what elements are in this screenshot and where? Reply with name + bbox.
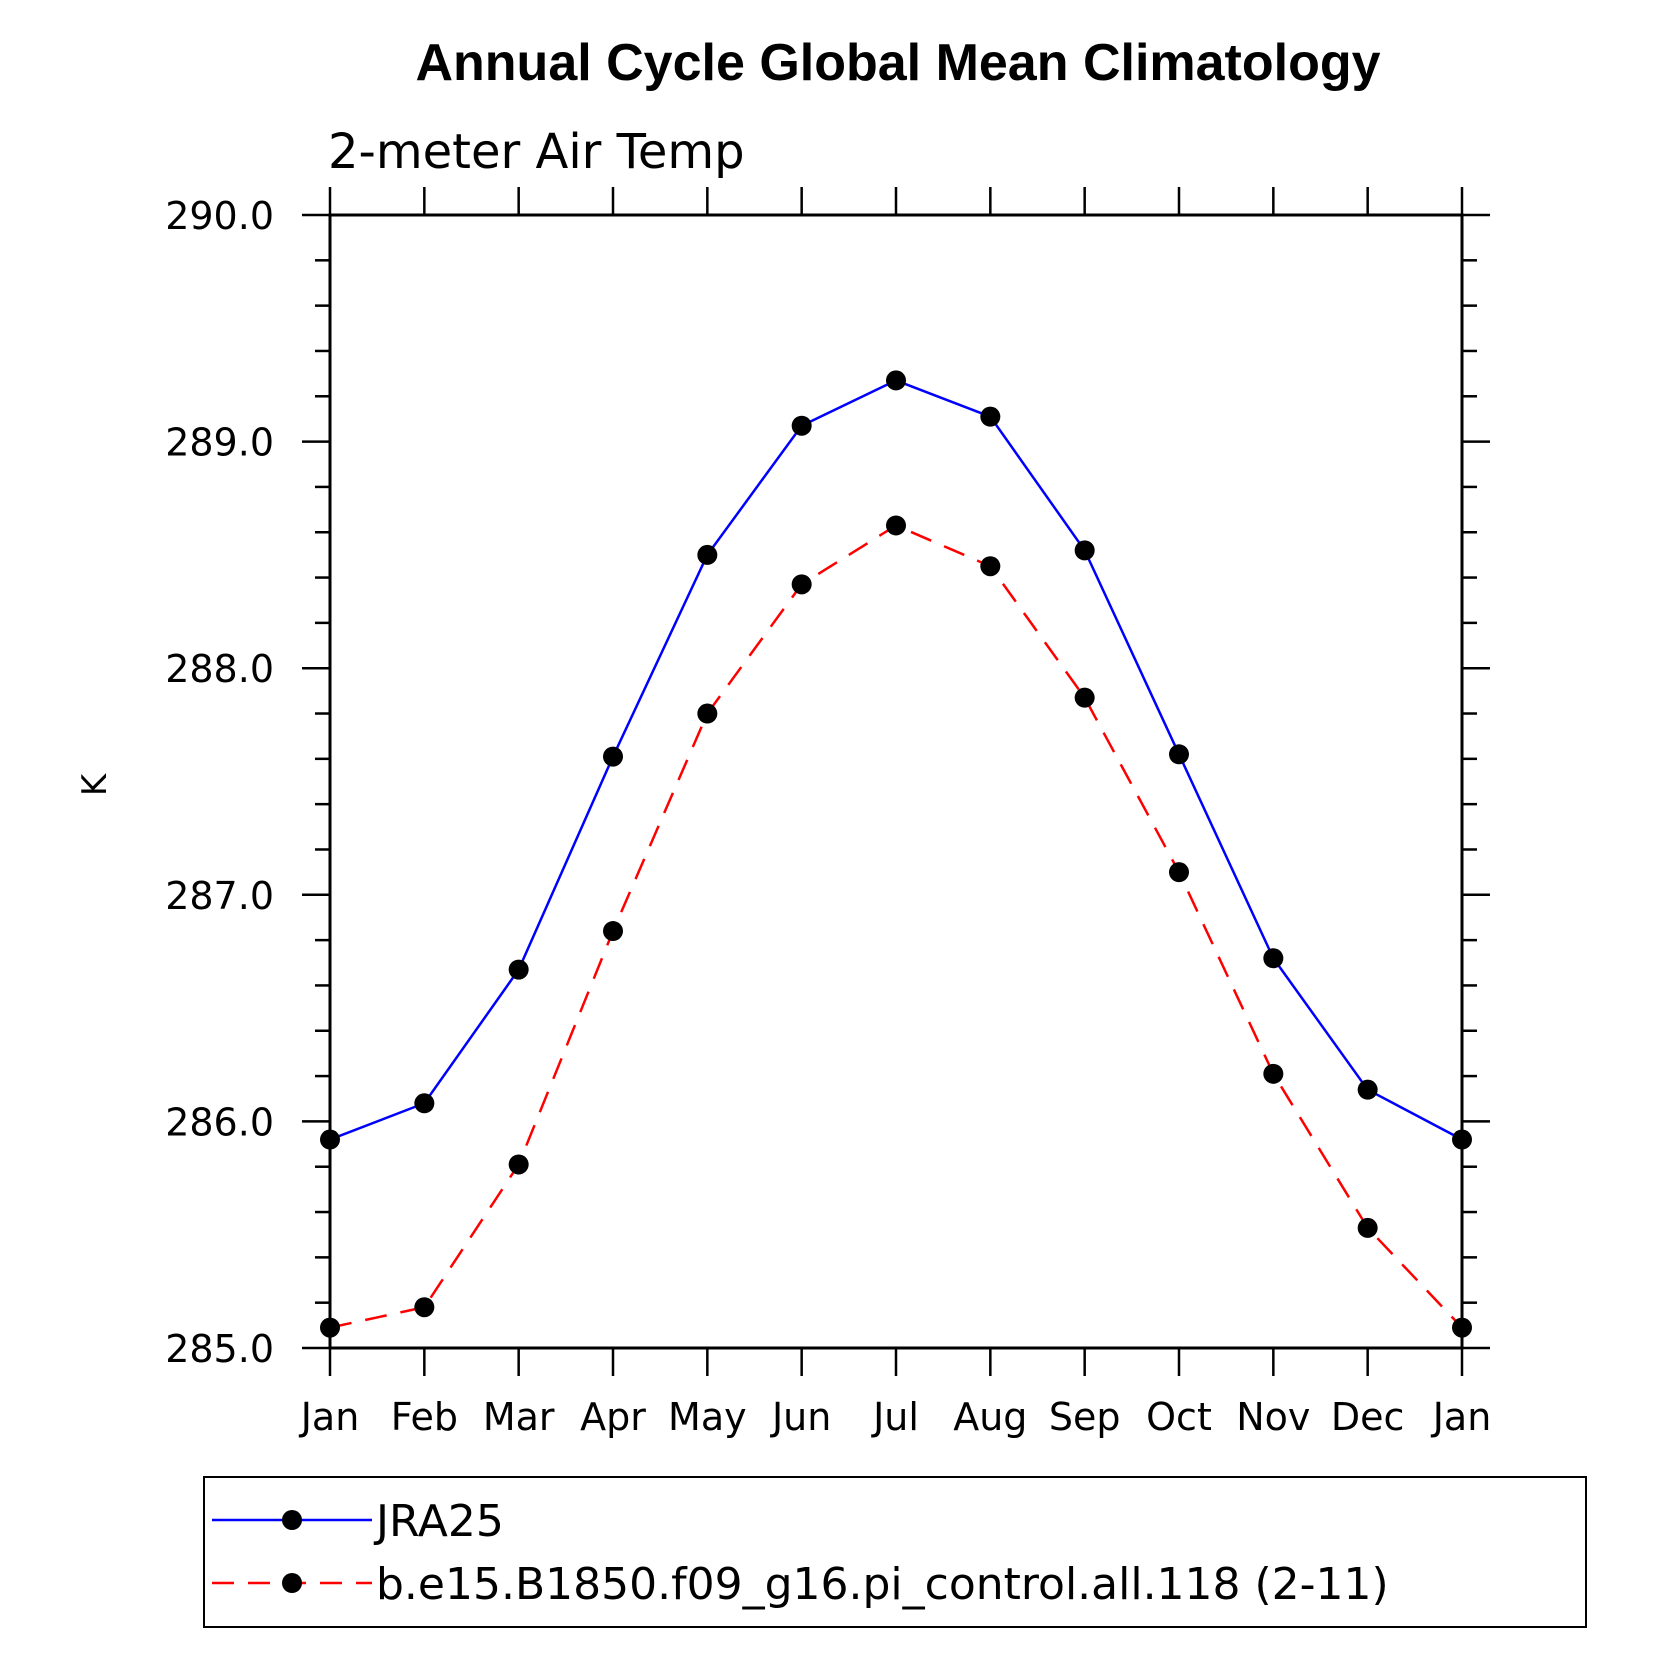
data-point bbox=[414, 1297, 435, 1318]
x-tick-label: Oct bbox=[1146, 1395, 1212, 1439]
data-point bbox=[1169, 862, 1189, 883]
series-line bbox=[329, 524, 1463, 1329]
x-tick-label: Jan bbox=[1431, 1395, 1492, 1439]
data-point bbox=[980, 406, 1001, 427]
x-tick-label: Feb bbox=[391, 1395, 458, 1439]
data-point bbox=[1263, 1063, 1284, 1084]
x-axis-ticks: Jan Feb Mar Apr May Jun Jul Aug Sep Oct Nov Dec Jan bbox=[299, 187, 1492, 1439]
data-point bbox=[1263, 948, 1284, 969]
y-axis-label: K bbox=[75, 772, 115, 796]
legend-marker bbox=[282, 1510, 302, 1530]
x-tick-label: Aug bbox=[953, 1395, 1027, 1439]
data-point bbox=[508, 959, 529, 980]
data-point bbox=[791, 574, 812, 595]
data-point bbox=[320, 1129, 340, 1150]
x-tick-label: Jun bbox=[770, 1395, 831, 1439]
x-tick-label: Nov bbox=[1236, 1395, 1310, 1439]
legend-label: b.e15.B1850.f09_g16.pi_control.all.118 (… bbox=[376, 1559, 1389, 1610]
x-tick-label: Jul bbox=[871, 1395, 919, 1439]
data-point bbox=[1357, 1217, 1378, 1238]
data-point bbox=[508, 1154, 529, 1175]
data-point bbox=[320, 1317, 340, 1338]
legend-label: JRA25 bbox=[373, 1496, 504, 1547]
series-1 bbox=[320, 370, 1472, 1150]
data-point bbox=[603, 746, 623, 767]
series-2 bbox=[320, 515, 1472, 1338]
x-tick-label: Mar bbox=[483, 1395, 555, 1439]
data-point bbox=[886, 515, 906, 536]
data-point bbox=[1357, 1079, 1378, 1100]
series-layer bbox=[320, 370, 1472, 1338]
data-point bbox=[1169, 744, 1189, 765]
x-tick-label: Sep bbox=[1049, 1395, 1121, 1439]
y-tick-label: 287.0 bbox=[165, 874, 274, 918]
data-point bbox=[1452, 1317, 1472, 1338]
data-point bbox=[697, 544, 718, 565]
y-tick-label: 290.0 bbox=[165, 194, 274, 238]
legend-marker bbox=[282, 1573, 302, 1593]
chart-subtitle: 2-meter Air Temp bbox=[328, 124, 745, 180]
y-tick-label: 289.0 bbox=[165, 421, 274, 465]
data-point bbox=[603, 921, 623, 942]
data-point bbox=[1074, 540, 1095, 561]
x-tick-label: Jan bbox=[299, 1395, 360, 1439]
data-point bbox=[886, 370, 906, 391]
data-point bbox=[1452, 1129, 1472, 1150]
data-point bbox=[980, 556, 1001, 577]
y-tick-label: 288.0 bbox=[165, 647, 274, 691]
chart-title: Annual Cycle Global Mean Climatology bbox=[415, 34, 1380, 92]
legend: JRA25 b.e15.B1850.f09_g16.pi_control.all.… bbox=[203, 1476, 1587, 1628]
x-tick-label: Dec bbox=[1331, 1395, 1405, 1439]
data-point bbox=[791, 415, 812, 436]
x-tick-label: May bbox=[668, 1395, 747, 1439]
data-point bbox=[697, 703, 718, 724]
y-axis-ticks: 285.0 286.0 287.0 288.0 289.0 290.0 bbox=[165, 194, 1490, 1371]
y-tick-label: 285.0 bbox=[165, 1327, 274, 1371]
x-tick-label: Apr bbox=[580, 1395, 646, 1439]
y-tick-label: 286.0 bbox=[165, 1100, 274, 1144]
data-point bbox=[1074, 687, 1095, 708]
legend-box bbox=[203, 1476, 1587, 1628]
data-point bbox=[414, 1093, 435, 1114]
series-line bbox=[329, 379, 1463, 1141]
